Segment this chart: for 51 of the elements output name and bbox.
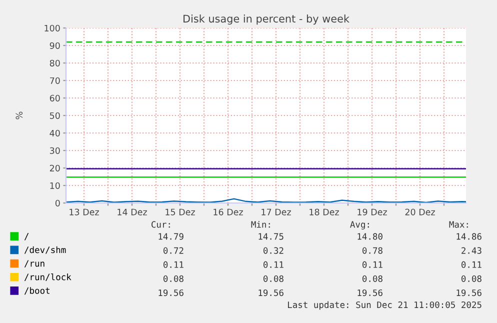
y-tick-label: 80: [50, 60, 60, 66]
y-tick-label: 10: [50, 182, 60, 189]
y-tick-label: 70: [50, 77, 60, 84]
text: 0.08: [362, 275, 382, 282]
text: 19.56: [158, 289, 184, 296]
text: 2.43: [462, 247, 482, 254]
text: 0.11: [462, 261, 482, 268]
x-tick-label: 18 Dez: [310, 208, 339, 216]
text: 14.79: [158, 233, 184, 240]
y-tick-label: 60: [50, 94, 60, 102]
x-tick-label: 19 Dez: [358, 208, 387, 216]
text: 0.78: [362, 247, 382, 254]
text: 0.08: [462, 275, 482, 282]
x-tick-label: 17 Dez: [262, 208, 291, 216]
text: Avg:: [350, 221, 369, 230]
legend-label: /dev/shm: [24, 246, 66, 254]
legend-label: /boot: [24, 287, 50, 295]
text: 0.08: [164, 275, 184, 282]
text: 19.56: [456, 289, 482, 296]
x-tick-label: 15 Dez: [166, 208, 195, 216]
legend-label: /run/lock: [24, 273, 72, 281]
x-tick-label: 13 Dez: [70, 208, 99, 216]
text: 0.32: [264, 247, 284, 254]
text: Max:: [449, 221, 468, 228]
x-tick-label: 20 Dez: [405, 208, 435, 216]
y-tick-label: 30: [50, 147, 60, 154]
chart-title: Disk usage in percent - by week: [184, 14, 350, 25]
y-tick-label: 100: [44, 24, 60, 32]
text: 0.11: [362, 261, 382, 268]
legend-label: /: [24, 233, 29, 240]
text: 19.56: [258, 289, 284, 296]
text: Last update: Sun Dec 21 11:00:05 2025: [288, 301, 482, 310]
text: 14.75: [258, 233, 284, 240]
text: 14.86: [456, 233, 482, 240]
text: 19.56: [358, 289, 382, 296]
text: Cur:: [152, 221, 170, 228]
text: 0.72: [164, 247, 184, 254]
text: 0.11: [164, 261, 184, 268]
y-tick-label: 40: [50, 130, 60, 136]
y-axis-title: %: [16, 112, 23, 120]
text: 0.08: [264, 275, 284, 282]
y-tick-label: 20: [50, 164, 60, 172]
x-tick-label: 14 Dez: [118, 208, 147, 216]
text: Min:: [251, 220, 270, 228]
legend-label: /run: [24, 260, 44, 268]
text: 14.80: [358, 233, 382, 240]
y-tick-label: 0: [55, 200, 60, 206]
x-tick-label: 16 Dez: [214, 208, 243, 216]
text: 0.11: [264, 261, 284, 268]
y-tick-label: 50: [50, 112, 60, 119]
y-tick-label: 90: [50, 42, 60, 49]
